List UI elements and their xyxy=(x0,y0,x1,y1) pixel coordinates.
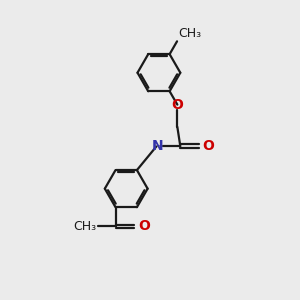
Text: CH₃: CH₃ xyxy=(178,27,202,40)
Text: CH₃: CH₃ xyxy=(73,220,96,233)
Text: O: O xyxy=(202,139,214,153)
Text: H: H xyxy=(152,140,162,153)
Text: O: O xyxy=(171,98,183,112)
Text: O: O xyxy=(138,220,150,233)
Text: N: N xyxy=(152,139,163,153)
